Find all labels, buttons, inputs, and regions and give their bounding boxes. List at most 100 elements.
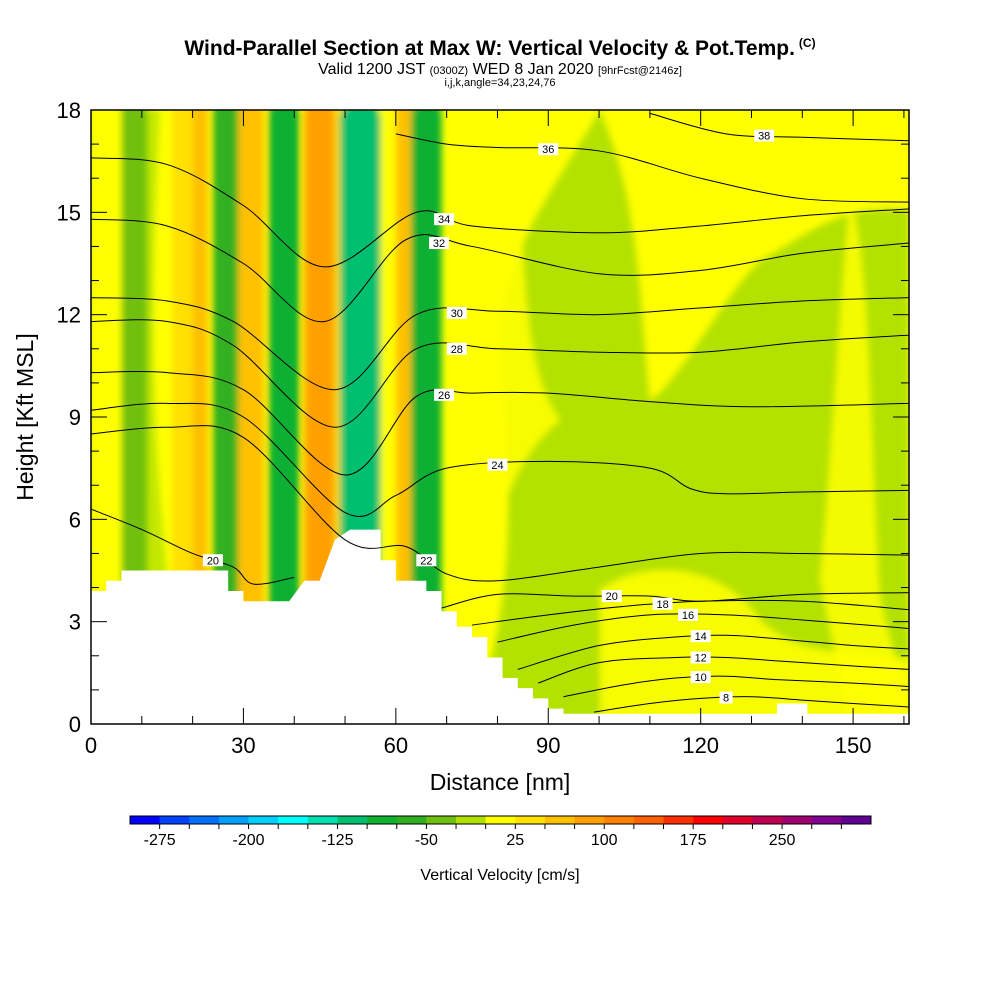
colorbar-tick-label: -200 [233, 832, 265, 849]
colorbar-swatch [248, 816, 279, 824]
contour-label: 28 [451, 344, 463, 356]
theta-contour [563, 675, 909, 698]
contour-label-box [202, 554, 223, 567]
y-tick-label: 18 [57, 98, 81, 123]
terrain [91, 529, 909, 724]
x-axis: 0 30 60 90 120 150 [85, 110, 905, 758]
colorbar-tick-label: -125 [321, 832, 353, 849]
valid-prefix: Valid 1200 JST [318, 61, 426, 78]
velocity-band [268, 110, 300, 724]
colorbar-swatch [841, 816, 872, 824]
colorbar: -275 -200 -125 -50 25 100 175 250 [129, 815, 872, 849]
contour-label-box [434, 213, 455, 226]
colorbar-swatch [752, 816, 783, 824]
contour-label: 38 [758, 131, 770, 143]
contour-label: 10 [695, 672, 707, 684]
contour-label-box [652, 597, 673, 610]
title-mark: (C) [798, 36, 816, 50]
y-tick-label: 12 [57, 303, 81, 328]
colorbar-swatch [189, 816, 220, 824]
colorbar-tick-label: 100 [591, 832, 618, 849]
colorbar-swatch [307, 816, 338, 824]
valid-time-line: Valid 1200 JST (0300Z) WED 8 Jan 2020 [9… [0, 61, 1000, 79]
colorbar-swatch [485, 816, 516, 824]
x-tick-label: 90 [536, 733, 560, 758]
low-level-neutral-region [600, 570, 909, 724]
colorbar-tick-label: 250 [769, 832, 796, 849]
contour-label: 30 [451, 308, 463, 320]
colorbar-label: Vertical Velocity [cm/s] [420, 867, 579, 884]
colorbar-swatch [159, 816, 190, 824]
colorbar-swatch [367, 816, 398, 824]
grid-indices: i,j,k,angle=34,23,24,76 [444, 77, 556, 89]
x-tick-label: 30 [231, 733, 255, 758]
colorbar-frame [129, 815, 872, 825]
theta-contour [471, 599, 909, 626]
colorbar-swatch [278, 816, 309, 824]
x-tick-label: 150 [835, 733, 872, 758]
contour-label-box [719, 691, 733, 704]
colorbar-swatch [426, 816, 457, 824]
chart-title: Wind-Parallel Section at Max W: Vertical… [184, 36, 816, 60]
contour-label: 34 [438, 214, 450, 226]
east-neutral-region-1 [600, 110, 909, 400]
east-updraft-region [470, 110, 909, 724]
contour-label-box [487, 458, 508, 471]
theta-contour [395, 133, 909, 203]
colorbar-swatch [782, 816, 813, 824]
contour-label-box [416, 554, 437, 567]
theta-contour [91, 425, 909, 582]
contour-label: 36 [542, 144, 554, 156]
contour-label: 22 [420, 555, 432, 567]
contour-label: 26 [438, 390, 450, 402]
contour-label-box [429, 237, 450, 250]
contour-label: 12 [695, 652, 707, 664]
theta-contour [593, 696, 909, 713]
x-axis-label: Distance [nm] [430, 769, 571, 795]
colorbar-swatch [663, 816, 694, 824]
colorbar-swatch [396, 816, 427, 824]
colorbar-swatch [633, 816, 664, 824]
contour-label-box [690, 630, 711, 643]
colorbar-swatch [337, 816, 368, 824]
colorbar-swatch [811, 816, 842, 824]
velocity-band [238, 110, 264, 724]
contour-label-box [446, 306, 467, 319]
colorbar-swatch [218, 816, 249, 824]
contour-label-box [690, 651, 711, 664]
contour-label-box [601, 590, 622, 603]
contour-label-box [677, 608, 698, 621]
contour-label-box [754, 129, 775, 142]
colorbar-tick-label: 25 [506, 832, 524, 849]
colorbar-tick-label: -50 [415, 832, 438, 849]
x-tick-label: 60 [384, 733, 408, 758]
contour-label: 8 [723, 693, 729, 705]
contour-label: 20 [207, 555, 219, 567]
x-tick-label: 120 [682, 733, 719, 758]
colorbar-swatch [693, 816, 724, 824]
contour-label: 14 [695, 631, 707, 643]
forecast-info: [9hrFcst@2146z] [597, 65, 682, 77]
contour-label-box [434, 388, 455, 401]
y-tick-label: 3 [69, 610, 81, 635]
y-tick-label: 0 [69, 712, 81, 737]
contour-label-box [690, 671, 711, 684]
y-tick-label: 6 [69, 507, 81, 532]
velocity-band [411, 110, 442, 724]
east-neutral-region-2 [440, 110, 560, 724]
colorbar-swatch [574, 816, 605, 824]
y-tick-label: 9 [69, 405, 81, 430]
colorbar-swatch [604, 816, 635, 824]
colorbar-swatch [544, 816, 575, 824]
valid-utc: (0300Z) [429, 65, 469, 77]
x-tick-label: 0 [85, 733, 97, 758]
contour-label: 18 [656, 599, 668, 611]
contour-label: 20 [606, 591, 618, 603]
colorbar-swatch [515, 816, 546, 824]
y-axis-label: Height [Kft MSL] [12, 333, 38, 500]
theta-contour [517, 634, 909, 670]
